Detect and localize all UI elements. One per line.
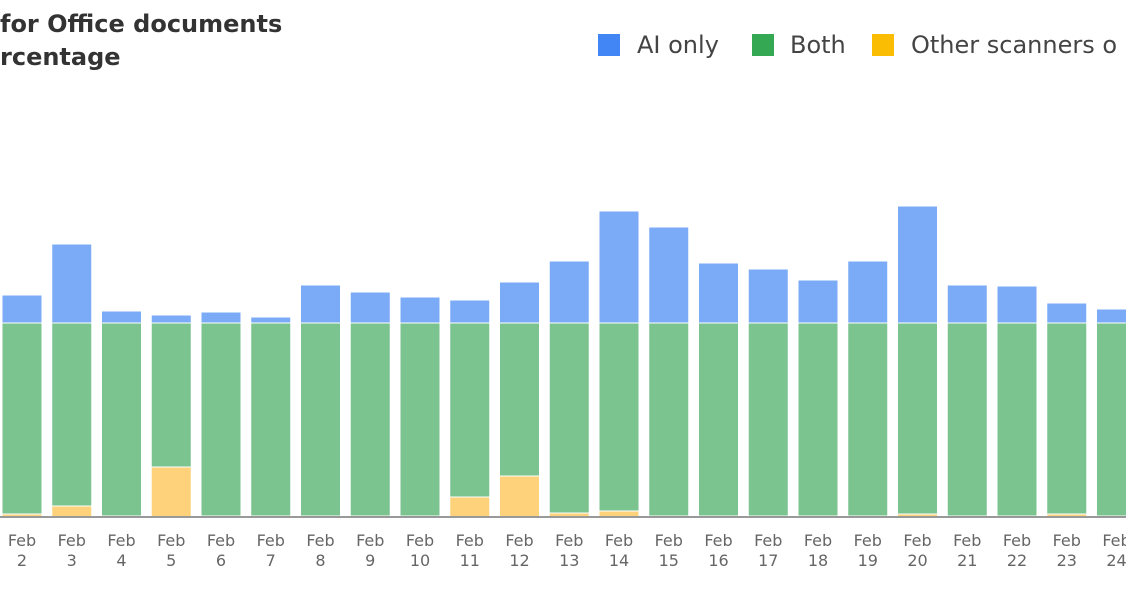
bar-segment: [548, 260, 590, 324]
bar-segment: [200, 311, 242, 324]
x-tick-label: Feb 6: [207, 531, 235, 570]
bar-segment: [598, 322, 640, 512]
bar-segment: [897, 322, 938, 515]
bar-segment: [499, 281, 540, 324]
legend-label: Both: [790, 31, 846, 59]
bar-segment: [996, 285, 1038, 324]
bar-segment: [1046, 302, 1088, 324]
bar-segment: [797, 279, 839, 324]
bar-segment: [797, 322, 839, 517]
bar-segment: [698, 322, 739, 517]
x-tick-label: Feb 4: [107, 531, 135, 570]
x-tick-label: Feb 22: [1003, 531, 1031, 570]
x-tick-label: Feb 2: [8, 531, 36, 570]
x-tick-label: Feb 14: [605, 531, 633, 570]
bar-segment: [51, 243, 93, 324]
x-tick-label: Feb 11: [456, 531, 484, 570]
bar-segment: [499, 475, 540, 518]
legend-label: Other scanners o: [911, 31, 1117, 59]
bar-segment: [847, 260, 889, 324]
bar-segment: [1, 294, 43, 324]
bar-segment: [250, 322, 292, 517]
x-tick-label: Feb 8: [306, 531, 334, 570]
x-tick-label: Feb 16: [704, 531, 732, 570]
bar-segment: [349, 322, 391, 517]
x-tick-label: Feb 19: [854, 531, 882, 570]
bar-segment: [698, 262, 739, 324]
bar-segment: [946, 284, 988, 324]
bar-segment: [200, 322, 242, 517]
x-tick-label: Feb 3: [58, 531, 86, 570]
bar-segment: [449, 496, 491, 518]
bar-segment: [499, 322, 540, 477]
bar-segment: [300, 284, 341, 324]
bar-segment: [399, 296, 441, 324]
bar-segment: [250, 316, 292, 324]
bar-segment: [1046, 322, 1088, 515]
bar-segment: [1096, 308, 1126, 324]
bar-segment: [747, 322, 789, 517]
chart-title: for Office documents: [0, 10, 282, 38]
bar-segment: [847, 322, 889, 517]
bar-segment: [648, 322, 690, 517]
x-tick-label: Feb 18: [804, 531, 832, 570]
bar-segment: [1, 322, 43, 515]
bar-segment: [101, 322, 142, 517]
bar-segment: [150, 314, 192, 324]
legend-swatch: [598, 34, 620, 56]
bar-segment: [897, 205, 938, 324]
x-tick-label: Feb 15: [655, 531, 683, 570]
x-tick-label: Feb 20: [903, 531, 931, 570]
x-tick-label: Feb 23: [1053, 531, 1081, 570]
bar-segment: [449, 322, 491, 498]
bar-segment: [548, 322, 590, 514]
chart-subtitle: rcentage: [0, 43, 121, 71]
x-tick-label: Feb 10: [406, 531, 434, 570]
bar-segment: [648, 226, 690, 324]
bar-segment: [449, 299, 491, 324]
x-tick-label: Feb 7: [257, 531, 285, 570]
x-tick-label: Feb 21: [953, 531, 981, 570]
bar-segment: [946, 322, 988, 517]
x-tick-label: Feb 9: [356, 531, 384, 570]
bar-segment: [150, 466, 192, 518]
x-tick-label: Feb 5: [157, 531, 185, 570]
bar-segment: [598, 210, 640, 324]
bar-segment: [150, 322, 192, 468]
x-tick-label: Feb 12: [505, 531, 533, 570]
bar-segment: [300, 322, 341, 517]
bar-segment: [996, 322, 1038, 517]
legend-swatch: [752, 34, 774, 56]
x-tick-label: Feb 13: [555, 531, 583, 570]
legend-label: AI only: [637, 31, 719, 59]
bar-segment: [51, 505, 93, 518]
legend-swatch: [872, 34, 894, 56]
x-tick-label: Feb 24: [1102, 531, 1126, 570]
bar-segment: [101, 310, 142, 324]
x-tick-label: Feb 17: [754, 531, 782, 570]
bar-segment: [349, 291, 391, 324]
bar-segment: [747, 268, 789, 324]
bar-segment: [1096, 322, 1126, 517]
bar-segment: [51, 322, 93, 507]
bar-segment: [399, 322, 441, 517]
